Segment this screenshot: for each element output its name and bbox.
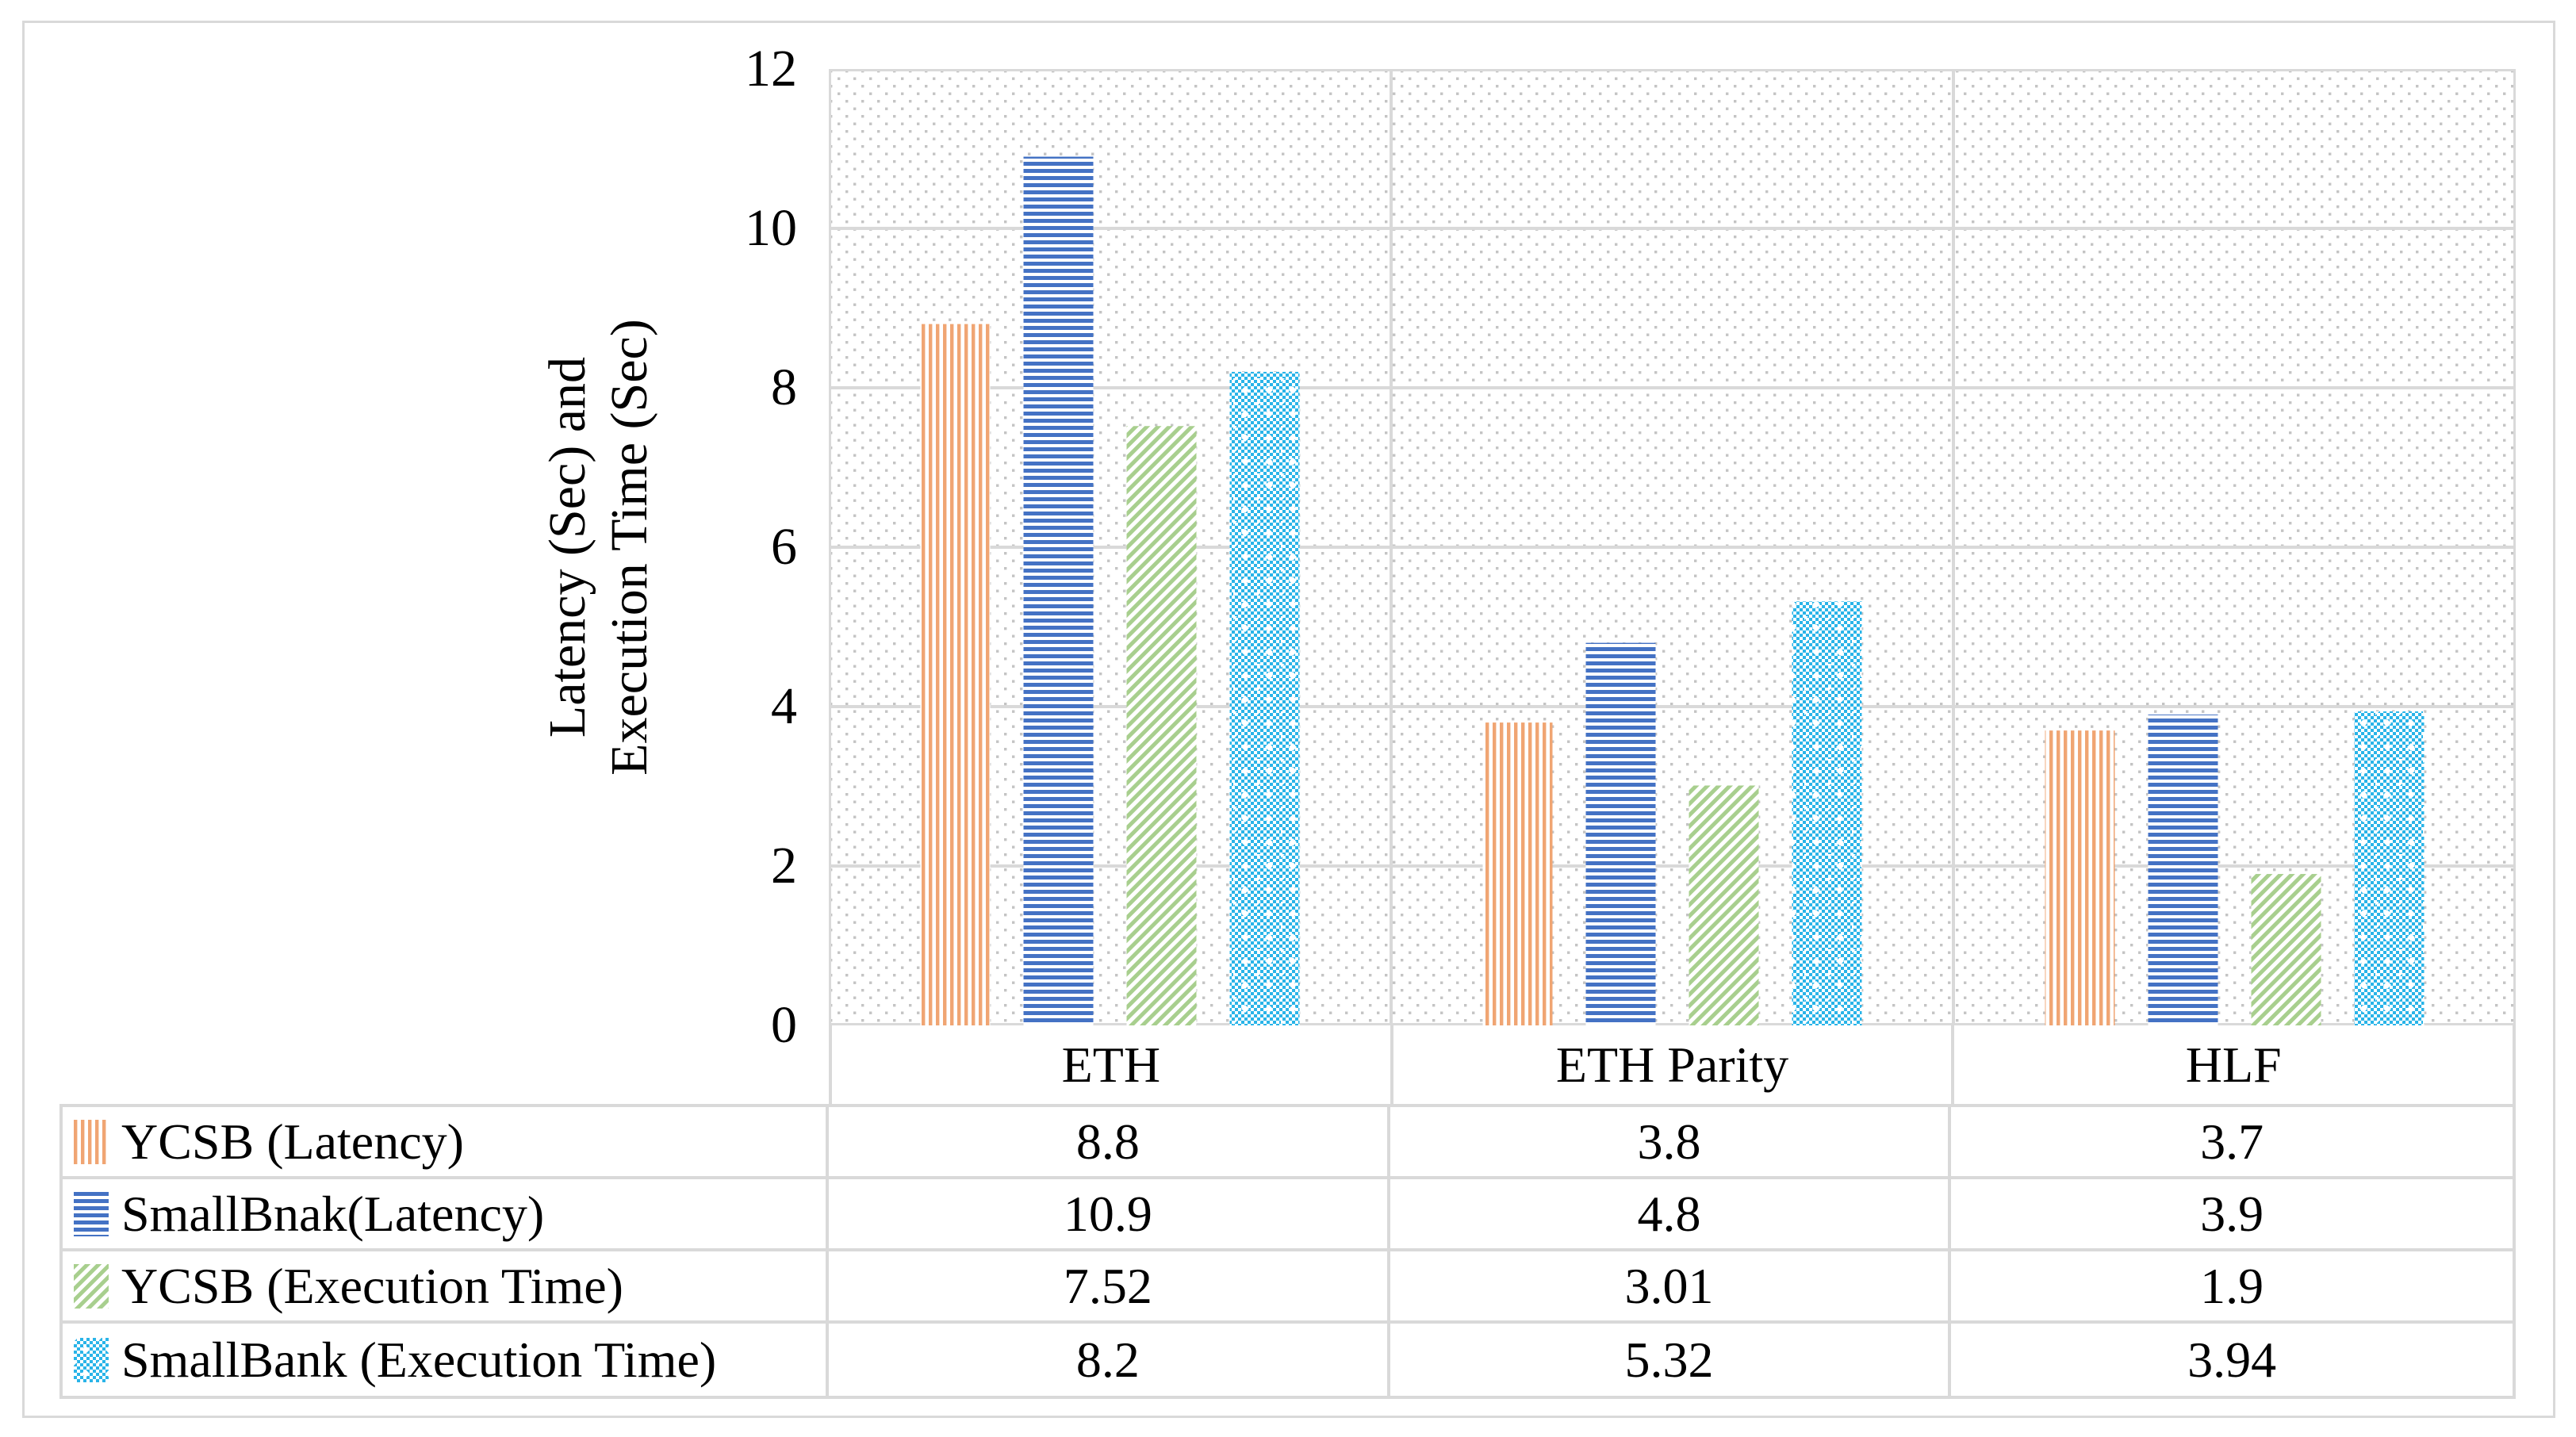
data-table: YCSB (Latency) 8.8 3.8 3.7 SmallBnak(Latency… [59,1104,2516,1399]
bar-ycsb-latency--eth [920,324,991,1025]
table-value: 10.9 [829,1179,1390,1251]
plot-border [829,69,2516,1025]
legend-key-diagonal-stripes [74,1263,109,1309]
table-value: 5.32 [1390,1324,1952,1396]
y-tick-label: 4 [771,677,797,735]
bar-ycsb-latency--eth-parity [1482,722,1553,1025]
y-tick-label: 8 [771,358,797,416]
bar-smallbnak-latency--eth [1023,156,1094,1025]
y-tick-label: 6 [771,518,797,576]
y-tick-label: 0 [771,996,797,1054]
legend-label: YCSB (Latency) [121,1113,464,1170]
bar-ycsb-execution-time--hlf [2251,874,2321,1025]
table-value: 1.9 [1951,1251,2513,1324]
legend-label: SmallBnak(Latency) [121,1185,545,1242]
y-tick-label: 10 [745,199,797,257]
table-value: 3.8 [1390,1107,1952,1179]
legend-label: YCSB (Execution Time) [121,1257,623,1314]
bar-ycsb-execution-time--eth-parity [1689,785,1759,1025]
bar-overlay [1229,371,1300,1025]
table-value: 3.9 [1951,1179,2513,1251]
legend-row-smallbnak-latency-: SmallBnak(Latency) [63,1179,829,1251]
bar-overlay [1792,601,1862,1025]
table-value: 3.7 [1951,1107,2513,1179]
category-label-hlf: HLF [2185,1036,2282,1093]
table-value: 8.8 [829,1107,1390,1179]
legend-key-horizontal-stripes [74,1191,109,1236]
category-axis-row: ETH ETH Parity HLF [829,1025,2516,1104]
category-label-eth-parity: ETH Parity [1393,1025,1955,1104]
bar-ycsb-latency--hlf [2045,730,2115,1025]
table-value: 4.8 [1390,1179,1952,1251]
table-value: 8.2 [829,1324,1390,1396]
y-axis-title-line1: Latency (Sec) and [539,356,597,738]
legend-key-vertical-stripes [74,1119,109,1164]
figure-border [22,21,2555,1418]
bar-overlay [2354,711,2425,1025]
legend-label: SmallBank (Execution Time) [121,1331,717,1388]
y-tick-label: 2 [771,837,797,895]
legend-row-ycsb-latency-: YCSB (Latency) [63,1107,829,1179]
bar-smallbnak-latency--hlf [2148,715,2218,1025]
table-value: 3.94 [1951,1324,2513,1396]
plot-area [829,69,2516,1025]
y-tick-label: 12 [745,40,797,98]
bar-smallbnak-latency--eth-parity [1585,642,1656,1025]
legend-key-checkerboard [74,1337,109,1382]
legend-row-ycsb-execution-time-: YCSB (Execution Time) [63,1251,829,1324]
table-value: 3.01 [1390,1251,1952,1324]
category-label-eth: ETH [832,1025,1393,1104]
bar-ycsb-execution-time--eth [1126,426,1197,1025]
table-value: 7.52 [829,1251,1390,1324]
legend-row-smallbank-execution-time-: SmallBank (Execution Time) [63,1324,829,1396]
